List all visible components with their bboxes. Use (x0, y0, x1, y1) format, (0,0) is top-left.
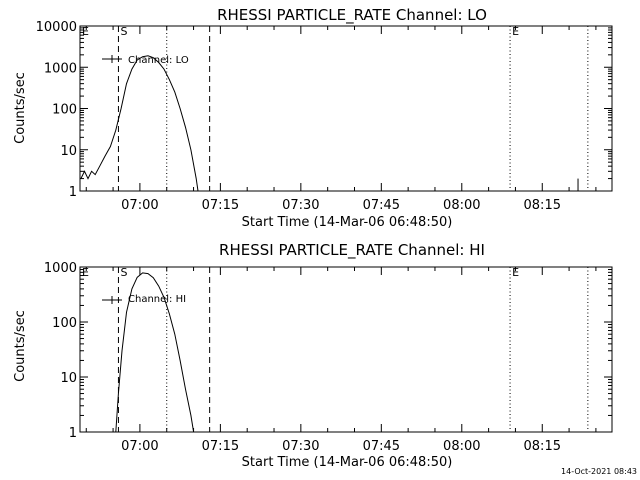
event-marker-label-hi: E (82, 266, 89, 279)
x-tick-label-hi: 07:15 (202, 439, 239, 454)
x-tick-label-hi: 07:30 (282, 439, 319, 454)
event-marker-label-hi: S (120, 266, 127, 279)
x-tick-label-lo: 07:45 (363, 198, 400, 213)
y-tick-label-hi: 100 (52, 316, 77, 331)
event-marker-label-lo: S (120, 25, 127, 38)
legend-label-lo: Channel: LO (128, 55, 189, 66)
y-axis-label-lo: Counts/sec (13, 72, 28, 144)
x-tick-label-lo: 08:15 (524, 198, 561, 213)
chart-title-lo: RHESSI PARTICLE_RATE Channel: LO (217, 6, 487, 25)
y-tick-label-hi: 1000 (44, 261, 77, 276)
y-axis-label-hi: Counts/sec (13, 310, 28, 382)
x-tick-label-hi: 08:00 (443, 439, 480, 454)
event-marker-label-lo: E (82, 25, 89, 38)
x-tick-label-lo: 07:15 (202, 198, 239, 213)
legend-label-hi: Channel: HI (128, 294, 186, 305)
plot-frame-hi (79, 266, 613, 433)
event-marker-label-hi: E (512, 266, 519, 279)
x-axis-label-hi: Start Time (14-Mar-06 06:48:50) (242, 455, 453, 470)
x-tick-label-hi: 07:45 (363, 439, 400, 454)
footer-timestamp: 14-Oct-2021 08:43 (561, 467, 637, 476)
y-tick-label-lo: 100 (52, 103, 77, 118)
x-tick-label-hi: 07:00 (121, 439, 158, 454)
y-tick-label-lo: 1 (69, 185, 77, 200)
y-tick-label-lo: 10 (60, 144, 77, 159)
event-marker-label-lo: E (512, 25, 519, 38)
x-tick-label-lo: 08:00 (443, 198, 480, 213)
y-tick-label-lo: 10000 (36, 20, 77, 35)
chart-title-hi: RHESSI PARTICLE_RATE Channel: HI (219, 241, 485, 260)
y-tick-label-hi: 1 (69, 426, 77, 441)
x-tick-label-lo: 07:00 (121, 198, 158, 213)
y-tick-label-lo: 1000 (44, 61, 77, 76)
x-axis-label-lo: Start Time (14-Mar-06 06:48:50) (242, 215, 453, 230)
panel-lo: RHESSI PARTICLE_RATE Channel: LO Counts/… (13, 6, 487, 230)
x-tick-label-lo: 07:30 (282, 198, 319, 213)
series-line-lo (80, 55, 199, 192)
panel-hi: RHESSI PARTICLE_RATE Channel: HI Counts/… (13, 241, 485, 470)
y-tick-label-hi: 10 (60, 371, 77, 386)
plot-frame-lo (79, 25, 613, 192)
series-line-hi (115, 272, 195, 433)
x-tick-label-hi: 08:15 (524, 439, 561, 454)
